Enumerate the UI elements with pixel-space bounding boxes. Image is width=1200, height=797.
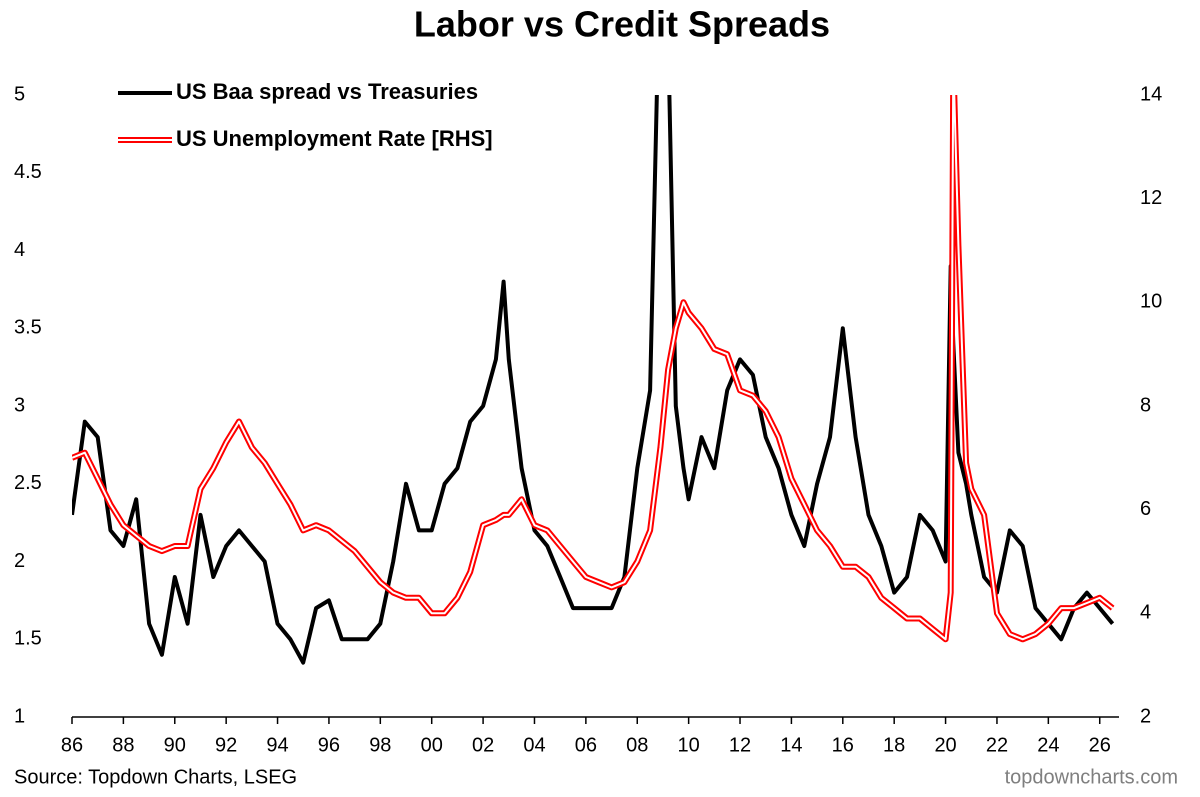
y-tick-label: 3 — [14, 394, 25, 416]
y2-tick-label: 4 — [1140, 602, 1151, 624]
x-tick-label: 04 — [523, 734, 545, 756]
x-tick-label: 10 — [678, 734, 700, 756]
x-tick-label: 06 — [575, 734, 597, 756]
x-tick-label: 22 — [986, 734, 1008, 756]
y2-tick-label: 14 — [1140, 83, 1162, 105]
y2-tick-label: 6 — [1140, 498, 1151, 520]
y-tick-label: 2.5 — [14, 472, 42, 494]
y2-tick-label: 12 — [1140, 187, 1162, 209]
chart-title: Labor vs Credit Spreads — [414, 4, 830, 45]
y2-tick-label: 8 — [1140, 394, 1151, 416]
x-tick-label: 08 — [626, 734, 648, 756]
series-line-inner — [72, 95, 1114, 641]
y-tick-label: 1 — [14, 705, 25, 727]
y-tick-label: 4.5 — [14, 161, 42, 183]
y2-tick-label: 2 — [1140, 705, 1151, 727]
y-tick-label: 4 — [14, 239, 25, 261]
y-tick-label: 5 — [14, 83, 25, 105]
x-tick-label: 24 — [1037, 734, 1059, 756]
plot-area — [72, 95, 1115, 665]
source: Source: Topdown Charts, LSEG — [14, 766, 297, 788]
y-tick-label: 1.5 — [14, 628, 42, 650]
x-tick-label: 16 — [832, 734, 854, 756]
y2-tick-label: 10 — [1140, 291, 1162, 313]
legend-label: US Baa spread vs Treasuries — [176, 79, 478, 104]
y-tick-label: 2 — [14, 550, 25, 572]
watermark: topdowncharts.com — [1005, 766, 1178, 788]
x-tick-label: 92 — [215, 734, 237, 756]
x-tick-label: 02 — [472, 734, 494, 756]
x-tick-label: 96 — [318, 734, 340, 756]
x-tick-label: 12 — [729, 734, 751, 756]
x-tick-label: 18 — [883, 734, 905, 756]
legend-label: US Unemployment Rate [RHS] — [176, 126, 493, 151]
x-tick-label: 90 — [164, 734, 186, 756]
x-tick-label: 00 — [421, 734, 443, 756]
x-tick-label: 94 — [266, 734, 288, 756]
x-tick-label: 14 — [780, 734, 802, 756]
y-tick-label: 3.5 — [14, 317, 42, 339]
x-tick-label: 86 — [61, 734, 83, 756]
x-tick-label: 20 — [934, 734, 956, 756]
x-tick-label: 88 — [112, 734, 134, 756]
x-tick-label: 98 — [369, 734, 391, 756]
x-tick-label: 26 — [1089, 734, 1111, 756]
